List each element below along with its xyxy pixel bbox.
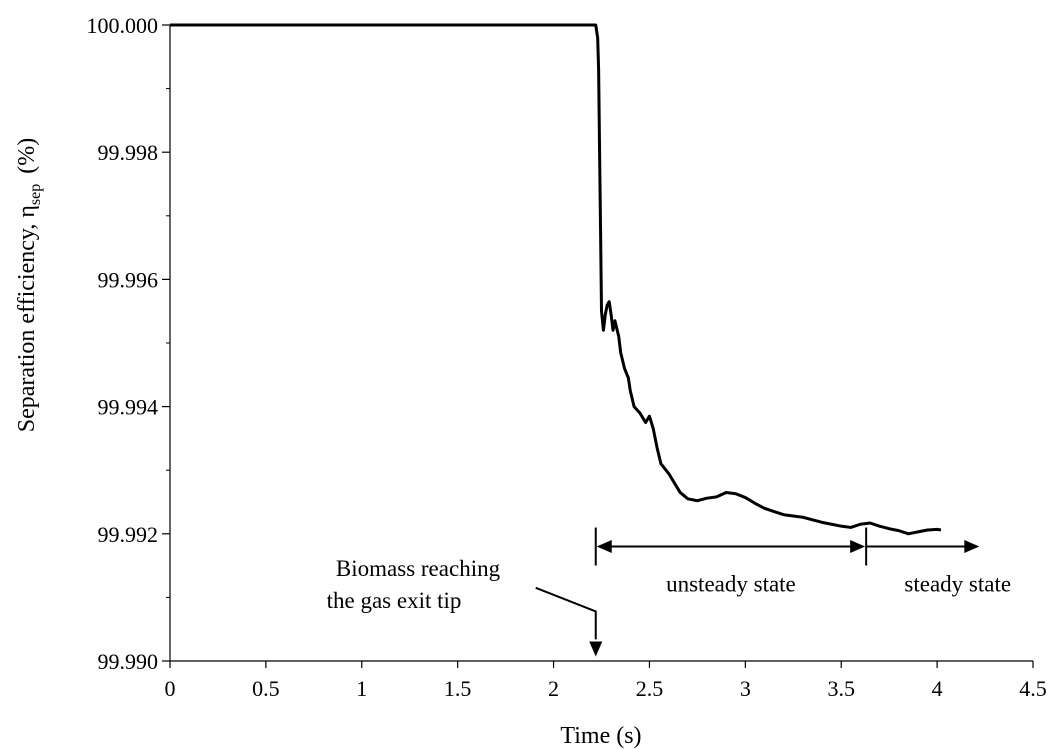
unsteady-arrowhead-right — [850, 540, 866, 554]
x-tick-label: 1.5 — [444, 676, 472, 701]
x-tick-label: 4 — [932, 676, 943, 701]
series-group — [170, 23, 942, 536]
x-tick-label: 3 — [740, 676, 751, 701]
biomass-arrowhead — [589, 641, 603, 657]
x-tick-label: 4.5 — [1019, 676, 1047, 701]
annotations: unsteady state steady state Biomass reachi… — [327, 527, 1011, 657]
x-tick-label: 0.5 — [252, 676, 280, 701]
x-tick-label: 1 — [356, 676, 367, 701]
steady-state-label: steady state — [904, 572, 1011, 597]
x-axis-label: Time (s) — [560, 723, 641, 749]
y-tick-label: 99.998 — [98, 140, 159, 165]
y-tick-label: 99.992 — [98, 522, 159, 547]
y-axis-label-subscript: sep — [27, 184, 44, 205]
unsteady-state-label: unsteady state — [666, 572, 796, 597]
unsteady-arrowhead-left — [596, 540, 612, 554]
x-tick-label: 0 — [165, 676, 176, 701]
x-tick-label: 2 — [548, 676, 559, 701]
y-axis-label-unit: (%) — [14, 138, 40, 174]
x-tick-label: 2.5 — [636, 676, 664, 701]
x-tick-label: 3.5 — [827, 676, 855, 701]
y-tick-label: 99.996 — [98, 267, 159, 292]
y-axis-label: Separation efficiency, ηsep (%) — [14, 138, 44, 432]
series-line — [170, 23, 942, 536]
biomass-label-line1: Biomass reaching — [336, 556, 501, 581]
steady-arrowhead — [964, 540, 980, 554]
y-tick-label: 100.000 — [87, 13, 159, 38]
ticks: 0 0.5 1 1.5 2 2.5 3 3.5 4 4.5 99.990 99.992 99.994 99… — [87, 13, 1047, 701]
axes — [169, 25, 1033, 662]
y-tick-label: 99.994 — [98, 395, 159, 420]
y-tick-label: 99.990 — [98, 649, 159, 674]
y-axis-label-main: Separation efficiency, η — [14, 205, 40, 432]
biomass-arrow-line — [535, 586, 597, 640]
biomass-label-line2: the gas exit tip — [327, 588, 462, 613]
